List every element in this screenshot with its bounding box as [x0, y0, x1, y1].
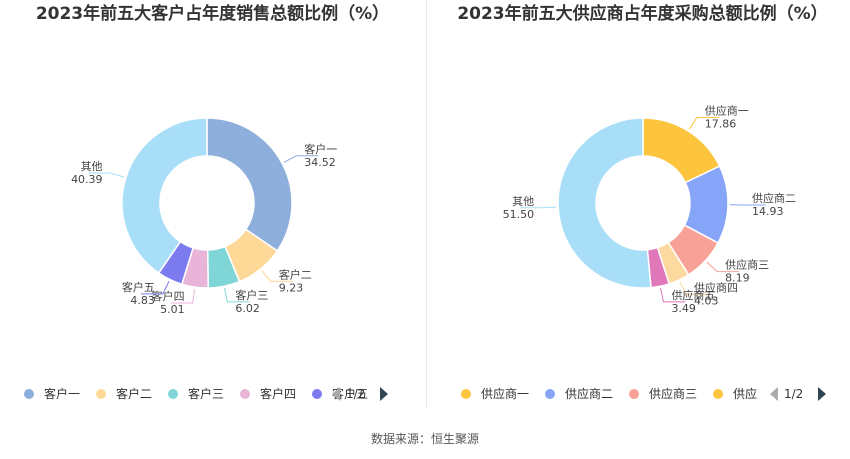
legend-label: 供应商三: [649, 387, 698, 401]
slice-label-3: 客户三: [235, 288, 268, 302]
slice-label-3: 供应商三: [725, 258, 769, 272]
leader-line-1: [688, 116, 719, 130]
legend-dot-icon: [713, 389, 723, 399]
slice-value-6: 40.39: [71, 173, 103, 186]
chevron-right-icon[interactable]: [380, 387, 388, 401]
slice-6[interactable]: [121, 117, 208, 275]
slice-value-1: 34.52: [304, 156, 336, 169]
supplier-legend: 供应商一 供应商二 供应商三 供应 1/2: [425, 384, 850, 404]
legend-dot-icon: [24, 389, 34, 399]
legend-dot-icon: [168, 389, 178, 399]
legend-label: 供应: [733, 387, 758, 401]
legend-dot-icon: [545, 389, 555, 399]
slice-label-6: 其他: [512, 195, 534, 208]
legend-dot-icon: [96, 389, 106, 399]
leader-line-3: [706, 261, 740, 273]
slice-value-3: 8.19: [725, 272, 750, 285]
legend-dot-icon: [240, 389, 250, 399]
leader-line-3: [224, 288, 250, 303]
customer-legend: 客户一 客户二 客户三 客户四 客户五 1/2: [0, 384, 425, 404]
slice-label-6: 其他: [81, 160, 103, 173]
legend-pager: 1/2: [332, 384, 402, 404]
legend-dot-icon: [629, 389, 639, 399]
legend-label: 客户四: [260, 387, 297, 401]
leader-line-4: [170, 289, 196, 304]
legend-label: 客户二: [116, 387, 153, 401]
panel-divider: [426, 0, 427, 408]
legend-label: 供应商一: [481, 387, 530, 401]
slice-6[interactable]: [557, 117, 652, 289]
data-source: 数据来源：恒生聚源: [370, 432, 479, 446]
slice-value-2: 14.93: [752, 205, 784, 218]
legend-label: 供应商二: [565, 387, 614, 401]
legend-dot-icon: [461, 389, 471, 399]
legend-page-indicator: 1/2: [784, 387, 804, 401]
slice-label-2: 客户二: [279, 267, 312, 281]
legend-dot-icon: [312, 389, 322, 399]
legend-pager: 1/2: [770, 384, 840, 404]
slice-value-4: 4.03: [694, 294, 719, 307]
legend-label: 客户三: [188, 387, 225, 401]
slice-value-5: 4.83: [130, 294, 155, 307]
slice-label-1: 供应商一: [705, 103, 749, 117]
slice-label-4: 供应商四: [694, 280, 738, 294]
legend-label: 客户一: [44, 387, 81, 401]
chevron-left-icon[interactable]: [770, 387, 778, 401]
legend-label: 客户五: [332, 387, 369, 401]
slice-value-3: 6.02: [235, 302, 260, 315]
leader-line-6: [520, 206, 557, 209]
leader-line-5: [140, 281, 170, 295]
chevron-left-icon[interactable]: [332, 387, 340, 401]
legend-page-indicator: 1/2: [346, 387, 366, 401]
slice-1[interactable]: [206, 117, 293, 252]
chart-title: 2023年前五大客户占年度销售总额比例（%）: [35, 4, 390, 24]
slice-value-6: 51.50: [503, 208, 535, 221]
supplier-chart-panel: 2023年前五大供应商占年度采购总额比例（%） 供应商一 17.86 供应商二 14.…: [425, 0, 850, 420]
leader-line-2: [261, 270, 293, 282]
slice-label-5: 供应商五: [671, 288, 715, 302]
leader-line-4: [679, 281, 709, 295]
slice-value-5: 3.49: [671, 302, 696, 315]
slice-value-2: 9.23: [279, 281, 304, 294]
chart-title: 2023年前五大供应商占年度采购总额比例（%）: [457, 4, 828, 24]
slice-value-4: 5.01: [160, 303, 185, 316]
slice-label-2: 供应商二: [752, 191, 796, 205]
leader-line-1: [283, 155, 319, 163]
slice-value-1: 17.86: [705, 117, 737, 130]
chevron-right-icon[interactable]: [818, 387, 826, 401]
slice-label-1: 客户一: [304, 142, 337, 156]
slice-label-5: 客户五: [122, 280, 155, 294]
customer-chart-panel: 2023年前五大客户占年度销售总额比例（%） 客户一 34.52 客户二 9.23 客户…: [0, 0, 425, 420]
slice-label-4: 客户四: [152, 289, 185, 303]
leader-line-5: [660, 288, 686, 303]
leader-line-6: [88, 172, 125, 178]
